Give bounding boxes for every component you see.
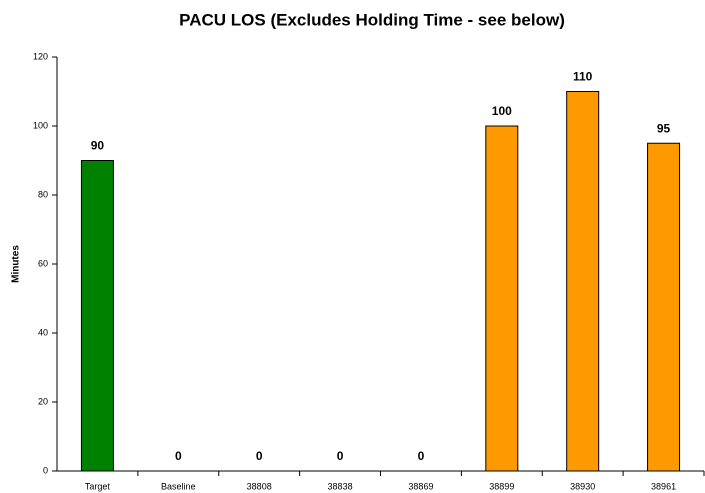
x-tick-label: 38808 — [247, 481, 272, 491]
x-tick-label: 38869 — [408, 481, 433, 491]
x-tick-label: Target — [85, 481, 111, 491]
x-tick-label: 38838 — [328, 481, 353, 491]
y-tick-label: 0 — [43, 465, 48, 475]
data-label: 90 — [91, 139, 105, 153]
data-label: 0 — [418, 449, 425, 463]
x-tick-label: 38899 — [489, 481, 514, 491]
data-label: 0 — [175, 449, 182, 463]
y-tick-label: 20 — [38, 396, 48, 406]
bar — [80, 160, 114, 472]
y-tick-label: 40 — [38, 327, 48, 337]
x-tick-label: Baseline — [161, 481, 196, 491]
y-tick-label: 100 — [33, 120, 48, 130]
y-tick-label: 80 — [38, 189, 48, 199]
bar — [566, 91, 600, 472]
x-tick-label: 38961 — [651, 481, 676, 491]
y-axis-label: Minutes — [11, 245, 22, 283]
y-tick-label: 120 — [33, 51, 48, 61]
data-label: 0 — [337, 449, 344, 463]
bar — [485, 125, 519, 472]
chart-title: PACU LOS (Excludes Holding Time - see be… — [179, 10, 565, 29]
y-tick-label: 60 — [38, 258, 48, 268]
data-label: 100 — [492, 104, 512, 118]
x-tick-label: 38930 — [570, 481, 595, 491]
bar — [647, 142, 681, 472]
data-label: 0 — [256, 449, 263, 463]
data-label: 110 — [573, 70, 593, 84]
data-label: 95 — [657, 121, 671, 135]
